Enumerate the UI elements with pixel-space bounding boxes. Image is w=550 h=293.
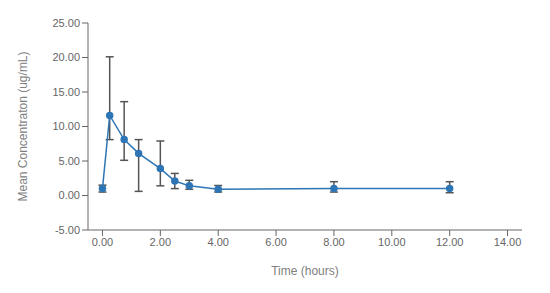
- svg-text:0.00: 0.00: [59, 189, 80, 201]
- svg-text:12.00: 12.00: [436, 236, 464, 248]
- svg-text:14.00: 14.00: [494, 236, 522, 248]
- svg-text:8.00: 8.00: [323, 236, 344, 248]
- svg-text:6.00: 6.00: [265, 236, 286, 248]
- svg-text:2.00: 2.00: [150, 236, 171, 248]
- svg-text:Mean Concentraton (ug/mL): Mean Concentraton (ug/mL): [16, 51, 30, 201]
- svg-text:-5.00: -5.00: [55, 224, 80, 236]
- svg-text:4.00: 4.00: [207, 236, 228, 248]
- svg-text:10.00: 10.00: [52, 120, 80, 132]
- svg-text:25.00: 25.00: [52, 17, 80, 29]
- svg-text:15.00: 15.00: [52, 86, 80, 98]
- svg-text:10.00: 10.00: [378, 236, 406, 248]
- svg-text:20.00: 20.00: [52, 51, 80, 63]
- svg-text:5.00: 5.00: [59, 155, 80, 167]
- svg-text:0.00: 0.00: [92, 236, 113, 248]
- svg-text:Time (hours): Time (hours): [271, 264, 339, 278]
